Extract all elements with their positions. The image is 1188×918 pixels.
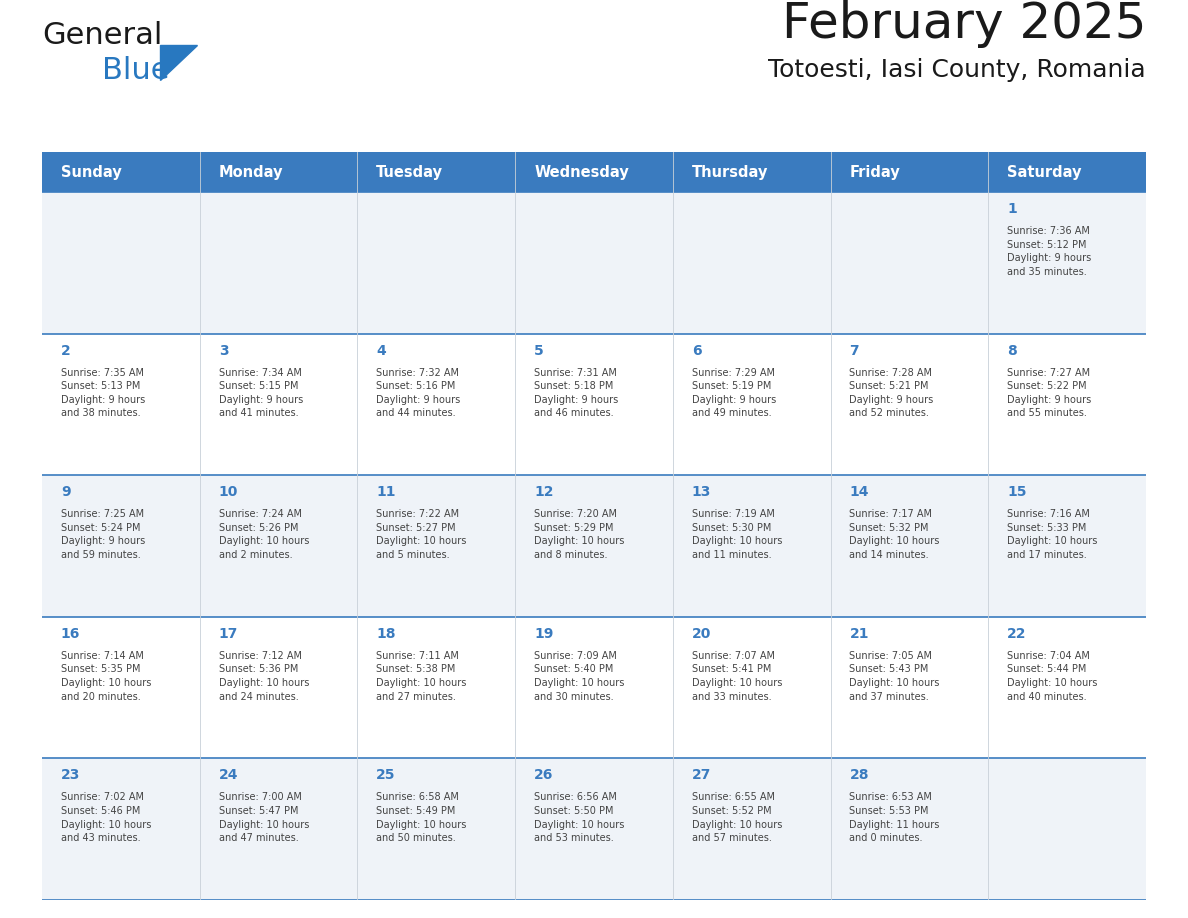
Text: 22: 22 bbox=[1007, 627, 1026, 641]
Text: 8: 8 bbox=[1007, 343, 1017, 357]
Text: Wednesday: Wednesday bbox=[535, 164, 628, 180]
Text: Sunrise: 6:58 AM
Sunset: 5:49 PM
Daylight: 10 hours
and 50 minutes.: Sunrise: 6:58 AM Sunset: 5:49 PM Dayligh… bbox=[377, 792, 467, 844]
Text: Sunrise: 7:34 AM
Sunset: 5:15 PM
Daylight: 9 hours
and 41 minutes.: Sunrise: 7:34 AM Sunset: 5:15 PM Dayligh… bbox=[219, 367, 303, 419]
Text: Sunrise: 7:20 AM
Sunset: 5:29 PM
Daylight: 10 hours
and 8 minutes.: Sunrise: 7:20 AM Sunset: 5:29 PM Dayligh… bbox=[535, 509, 625, 560]
Text: Monday: Monday bbox=[219, 164, 283, 180]
Text: Saturday: Saturday bbox=[1007, 164, 1082, 180]
Text: Sunrise: 7:27 AM
Sunset: 5:22 PM
Daylight: 9 hours
and 55 minutes.: Sunrise: 7:27 AM Sunset: 5:22 PM Dayligh… bbox=[1007, 367, 1092, 419]
Text: Thursday: Thursday bbox=[691, 164, 769, 180]
Text: Sunrise: 7:36 AM
Sunset: 5:12 PM
Daylight: 9 hours
and 35 minutes.: Sunrise: 7:36 AM Sunset: 5:12 PM Dayligh… bbox=[1007, 226, 1092, 277]
Text: General: General bbox=[42, 21, 163, 50]
Text: Sunrise: 7:00 AM
Sunset: 5:47 PM
Daylight: 10 hours
and 47 minutes.: Sunrise: 7:00 AM Sunset: 5:47 PM Dayligh… bbox=[219, 792, 309, 844]
Text: 19: 19 bbox=[535, 627, 554, 641]
Text: Sunrise: 7:11 AM
Sunset: 5:38 PM
Daylight: 10 hours
and 27 minutes.: Sunrise: 7:11 AM Sunset: 5:38 PM Dayligh… bbox=[377, 651, 467, 701]
Text: 21: 21 bbox=[849, 627, 868, 641]
Text: 13: 13 bbox=[691, 485, 712, 499]
Text: Sunrise: 7:14 AM
Sunset: 5:35 PM
Daylight: 10 hours
and 20 minutes.: Sunrise: 7:14 AM Sunset: 5:35 PM Dayligh… bbox=[61, 651, 151, 701]
Text: 2: 2 bbox=[61, 343, 70, 357]
Text: 10: 10 bbox=[219, 485, 238, 499]
Text: 28: 28 bbox=[849, 768, 868, 782]
Text: 6: 6 bbox=[691, 343, 701, 357]
Text: Sunrise: 6:55 AM
Sunset: 5:52 PM
Daylight: 10 hours
and 57 minutes.: Sunrise: 6:55 AM Sunset: 5:52 PM Dayligh… bbox=[691, 792, 782, 844]
Text: Sunrise: 7:19 AM
Sunset: 5:30 PM
Daylight: 10 hours
and 11 minutes.: Sunrise: 7:19 AM Sunset: 5:30 PM Dayligh… bbox=[691, 509, 782, 560]
Text: Sunrise: 7:02 AM
Sunset: 5:46 PM
Daylight: 10 hours
and 43 minutes.: Sunrise: 7:02 AM Sunset: 5:46 PM Dayligh… bbox=[61, 792, 151, 844]
Text: 15: 15 bbox=[1007, 485, 1026, 499]
Bar bbox=[42, 333, 1146, 476]
Text: Sunrise: 7:35 AM
Sunset: 5:13 PM
Daylight: 9 hours
and 38 minutes.: Sunrise: 7:35 AM Sunset: 5:13 PM Dayligh… bbox=[61, 367, 145, 419]
Text: Sunrise: 7:05 AM
Sunset: 5:43 PM
Daylight: 10 hours
and 37 minutes.: Sunrise: 7:05 AM Sunset: 5:43 PM Dayligh… bbox=[849, 651, 940, 701]
Polygon shape bbox=[160, 45, 197, 80]
Text: Sunrise: 7:29 AM
Sunset: 5:19 PM
Daylight: 9 hours
and 49 minutes.: Sunrise: 7:29 AM Sunset: 5:19 PM Dayligh… bbox=[691, 367, 776, 419]
Text: 18: 18 bbox=[377, 627, 396, 641]
Text: February 2025: February 2025 bbox=[782, 0, 1146, 48]
Text: 14: 14 bbox=[849, 485, 868, 499]
Bar bbox=[42, 758, 1146, 900]
Text: 12: 12 bbox=[535, 485, 554, 499]
Text: Sunrise: 7:22 AM
Sunset: 5:27 PM
Daylight: 10 hours
and 5 minutes.: Sunrise: 7:22 AM Sunset: 5:27 PM Dayligh… bbox=[377, 509, 467, 560]
Text: 16: 16 bbox=[61, 627, 81, 641]
Text: 4: 4 bbox=[377, 343, 386, 357]
Text: 26: 26 bbox=[535, 768, 554, 782]
Text: Sunday: Sunday bbox=[61, 164, 121, 180]
Text: Sunrise: 7:04 AM
Sunset: 5:44 PM
Daylight: 10 hours
and 40 minutes.: Sunrise: 7:04 AM Sunset: 5:44 PM Dayligh… bbox=[1007, 651, 1098, 701]
Text: Totoesti, Iasi County, Romania: Totoesti, Iasi County, Romania bbox=[769, 58, 1146, 82]
Text: 17: 17 bbox=[219, 627, 238, 641]
Text: 3: 3 bbox=[219, 343, 228, 357]
Text: Blue: Blue bbox=[102, 56, 170, 85]
Text: 5: 5 bbox=[535, 343, 544, 357]
Bar bbox=[42, 152, 1146, 192]
Text: Sunrise: 7:17 AM
Sunset: 5:32 PM
Daylight: 10 hours
and 14 minutes.: Sunrise: 7:17 AM Sunset: 5:32 PM Dayligh… bbox=[849, 509, 940, 560]
Text: 27: 27 bbox=[691, 768, 712, 782]
Bar bbox=[42, 617, 1146, 758]
Bar bbox=[42, 192, 1146, 333]
Text: 25: 25 bbox=[377, 768, 396, 782]
Text: 24: 24 bbox=[219, 768, 238, 782]
Text: 1: 1 bbox=[1007, 202, 1017, 216]
Text: Sunrise: 7:07 AM
Sunset: 5:41 PM
Daylight: 10 hours
and 33 minutes.: Sunrise: 7:07 AM Sunset: 5:41 PM Dayligh… bbox=[691, 651, 782, 701]
Text: Sunrise: 7:31 AM
Sunset: 5:18 PM
Daylight: 9 hours
and 46 minutes.: Sunrise: 7:31 AM Sunset: 5:18 PM Dayligh… bbox=[535, 367, 618, 419]
Text: Tuesday: Tuesday bbox=[377, 164, 443, 180]
Text: 20: 20 bbox=[691, 627, 712, 641]
Text: 11: 11 bbox=[377, 485, 396, 499]
Text: Friday: Friday bbox=[849, 164, 901, 180]
Text: 23: 23 bbox=[61, 768, 81, 782]
Text: Sunrise: 7:09 AM
Sunset: 5:40 PM
Daylight: 10 hours
and 30 minutes.: Sunrise: 7:09 AM Sunset: 5:40 PM Dayligh… bbox=[535, 651, 625, 701]
Text: Sunrise: 6:56 AM
Sunset: 5:50 PM
Daylight: 10 hours
and 53 minutes.: Sunrise: 6:56 AM Sunset: 5:50 PM Dayligh… bbox=[535, 792, 625, 844]
Text: Sunrise: 7:16 AM
Sunset: 5:33 PM
Daylight: 10 hours
and 17 minutes.: Sunrise: 7:16 AM Sunset: 5:33 PM Dayligh… bbox=[1007, 509, 1098, 560]
Text: 7: 7 bbox=[849, 343, 859, 357]
Text: Sunrise: 7:25 AM
Sunset: 5:24 PM
Daylight: 9 hours
and 59 minutes.: Sunrise: 7:25 AM Sunset: 5:24 PM Dayligh… bbox=[61, 509, 145, 560]
Bar bbox=[42, 476, 1146, 617]
Text: Sunrise: 7:32 AM
Sunset: 5:16 PM
Daylight: 9 hours
and 44 minutes.: Sunrise: 7:32 AM Sunset: 5:16 PM Dayligh… bbox=[377, 367, 461, 419]
Text: 9: 9 bbox=[61, 485, 70, 499]
Text: Sunrise: 6:53 AM
Sunset: 5:53 PM
Daylight: 11 hours
and 0 minutes.: Sunrise: 6:53 AM Sunset: 5:53 PM Dayligh… bbox=[849, 792, 940, 844]
Text: Sunrise: 7:24 AM
Sunset: 5:26 PM
Daylight: 10 hours
and 2 minutes.: Sunrise: 7:24 AM Sunset: 5:26 PM Dayligh… bbox=[219, 509, 309, 560]
Text: Sunrise: 7:12 AM
Sunset: 5:36 PM
Daylight: 10 hours
and 24 minutes.: Sunrise: 7:12 AM Sunset: 5:36 PM Dayligh… bbox=[219, 651, 309, 701]
Text: Sunrise: 7:28 AM
Sunset: 5:21 PM
Daylight: 9 hours
and 52 minutes.: Sunrise: 7:28 AM Sunset: 5:21 PM Dayligh… bbox=[849, 367, 934, 419]
